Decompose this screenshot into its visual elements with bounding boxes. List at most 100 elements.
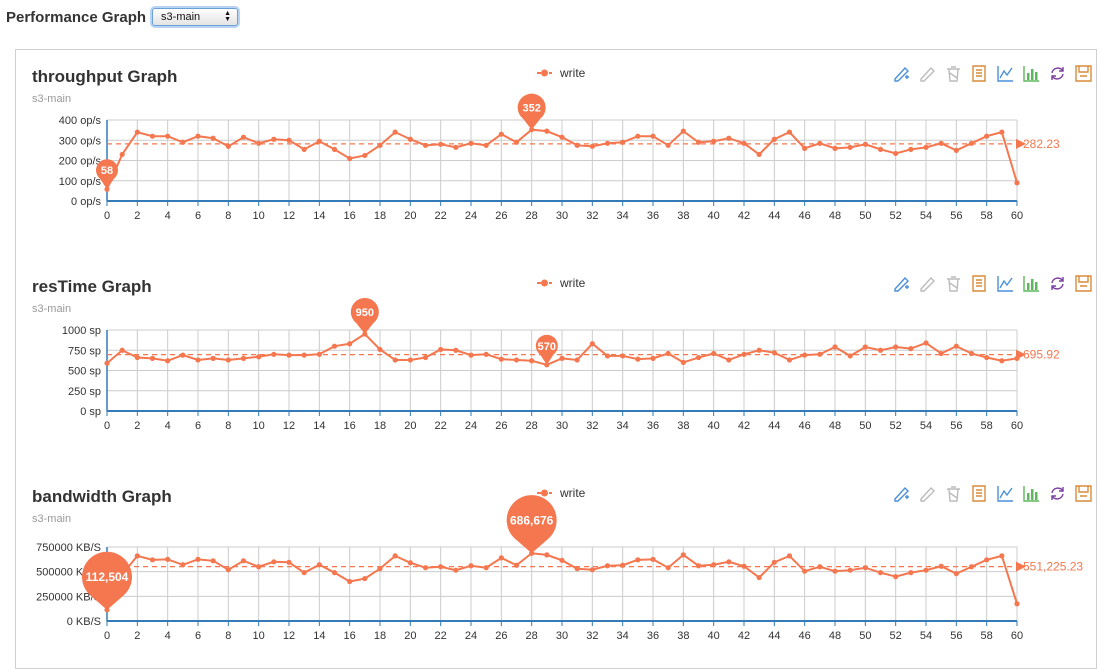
- data-point[interactable]: [680, 359, 686, 365]
- save-image-icon[interactable]: [1075, 65, 1092, 82]
- data-point[interactable]: [240, 558, 247, 564]
- data-point[interactable]: [362, 152, 368, 159]
- data-point[interactable]: [286, 559, 292, 565]
- restore-icon[interactable]: [1051, 67, 1064, 80]
- data-point[interactable]: [862, 565, 868, 571]
- data-point[interactable]: [271, 136, 277, 142]
- data-point[interactable]: [210, 135, 216, 141]
- data-point[interactable]: [559, 557, 565, 563]
- data-point[interactable]: [695, 354, 702, 361]
- data-point[interactable]: [256, 564, 262, 570]
- data-point[interactable]: [498, 131, 504, 137]
- data-point[interactable]: [968, 350, 975, 357]
- chart-legend[interactable]: write: [537, 66, 586, 80]
- data-point[interactable]: [483, 351, 489, 357]
- data-point[interactable]: [711, 350, 717, 357]
- data-point[interactable]: [256, 140, 262, 146]
- data-point[interactable]: [574, 566, 580, 572]
- data-point[interactable]: [604, 140, 611, 146]
- data-point[interactable]: [589, 341, 595, 347]
- data-point[interactable]: [726, 135, 732, 141]
- data-point[interactable]: [665, 565, 671, 571]
- data-point[interactable]: [316, 138, 322, 144]
- bar-chart-icon[interactable]: [1023, 486, 1039, 502]
- data-point[interactable]: [711, 562, 717, 568]
- data-point[interactable]: [362, 575, 368, 582]
- data-point[interactable]: [908, 570, 914, 576]
- data-point[interactable]: [331, 570, 338, 576]
- data-point[interactable]: [923, 144, 929, 150]
- data-point[interactable]: [195, 133, 201, 139]
- data-point[interactable]: [999, 358, 1005, 364]
- data-point[interactable]: [847, 353, 853, 359]
- data-point[interactable]: [407, 560, 413, 566]
- line-chart-icon[interactable]: [997, 66, 1013, 82]
- data-point[interactable]: [938, 350, 944, 357]
- data-point[interactable]: [347, 578, 353, 585]
- data-point[interactable]: [893, 344, 899, 350]
- data-point[interactable]: [529, 127, 535, 133]
- data-point[interactable]: [756, 347, 762, 353]
- data-point[interactable]: [968, 564, 975, 570]
- data-point[interactable]: [119, 347, 125, 353]
- data-point[interactable]: [938, 563, 944, 569]
- data-point[interactable]: [771, 136, 777, 142]
- data-point[interactable]: [862, 141, 868, 147]
- data-point[interactable]: [422, 142, 429, 148]
- data-point[interactable]: [802, 568, 808, 574]
- data-point[interactable]: [165, 133, 171, 139]
- data-point[interactable]: [1014, 355, 1020, 361]
- data-point[interactable]: [407, 357, 413, 363]
- data-point[interactable]: [695, 563, 702, 569]
- data-point[interactable]: [862, 344, 868, 350]
- data-point[interactable]: [968, 140, 975, 146]
- data-point[interactable]: [165, 556, 171, 562]
- bar-chart-icon[interactable]: [1023, 276, 1039, 292]
- data-point[interactable]: [726, 559, 732, 565]
- data-point[interactable]: [544, 362, 550, 368]
- data-point[interactable]: [574, 357, 580, 363]
- data-point[interactable]: [180, 562, 186, 568]
- data-point[interactable]: [756, 151, 762, 158]
- data-point[interactable]: [392, 129, 398, 135]
- data-point[interactable]: [984, 557, 990, 563]
- data-point[interactable]: [316, 562, 322, 568]
- data-point[interactable]: [893, 574, 899, 580]
- data-point[interactable]: [817, 564, 823, 570]
- data-point[interactable]: [256, 354, 262, 360]
- data-point[interactable]: [377, 566, 383, 572]
- data-point[interactable]: [802, 352, 808, 358]
- data-point[interactable]: [453, 144, 459, 150]
- data-point[interactable]: [984, 133, 990, 139]
- data-point[interactable]: [680, 128, 686, 134]
- data-point[interactable]: [301, 570, 307, 576]
- data-point[interactable]: [468, 352, 474, 358]
- data-point[interactable]: [225, 567, 231, 573]
- data-point[interactable]: [741, 140, 747, 146]
- data-point[interactable]: [893, 150, 899, 157]
- data-point[interactable]: [635, 356, 641, 362]
- mark-clear-icon[interactable]: [920, 486, 935, 502]
- data-point[interactable]: [513, 562, 520, 568]
- data-point[interactable]: [438, 564, 444, 570]
- data-point[interactable]: [210, 355, 216, 361]
- data-point[interactable]: [453, 347, 459, 353]
- data-point[interactable]: [180, 139, 186, 145]
- data-point[interactable]: [589, 143, 595, 149]
- data-point[interactable]: [498, 555, 504, 561]
- data-point[interactable]: [513, 139, 520, 145]
- data-point[interactable]: [786, 553, 793, 559]
- data-point[interactable]: [817, 351, 823, 357]
- data-point[interactable]: [604, 563, 611, 569]
- data-point[interactable]: [195, 357, 201, 363]
- data-point[interactable]: [620, 353, 626, 359]
- data-point[interactable]: [802, 145, 808, 151]
- data-point[interactable]: [149, 557, 156, 563]
- data-point[interactable]: [1014, 180, 1020, 186]
- data-point[interactable]: [953, 343, 959, 349]
- data-point[interactable]: [999, 129, 1005, 135]
- data-point[interactable]: [695, 139, 702, 145]
- data-point[interactable]: [771, 559, 777, 565]
- chart-legend[interactable]: write: [537, 276, 586, 290]
- data-point[interactable]: [392, 357, 398, 363]
